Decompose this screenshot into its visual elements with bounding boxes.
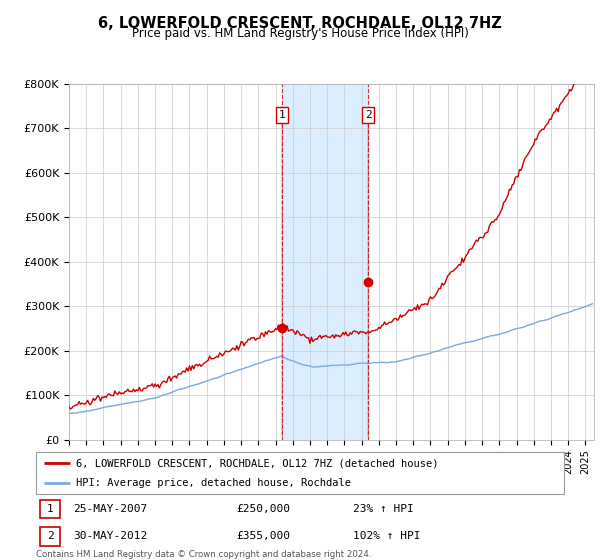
Text: 2: 2 <box>47 531 53 541</box>
Text: HPI: Average price, detached house, Rochdale: HPI: Average price, detached house, Roch… <box>76 478 350 488</box>
Text: 6, LOWERFOLD CRESCENT, ROCHDALE, OL12 7HZ (detached house): 6, LOWERFOLD CRESCENT, ROCHDALE, OL12 7H… <box>76 458 438 468</box>
Bar <box>40 527 60 545</box>
Bar <box>40 500 60 519</box>
Text: 1: 1 <box>279 110 286 120</box>
Text: 30-MAY-2012: 30-MAY-2012 <box>73 531 147 541</box>
Text: 6, LOWERFOLD CRESCENT, ROCHDALE, OL12 7HZ: 6, LOWERFOLD CRESCENT, ROCHDALE, OL12 7H… <box>98 16 502 31</box>
Text: 102% ↑ HPI: 102% ↑ HPI <box>353 531 420 541</box>
Text: Price paid vs. HM Land Registry's House Price Index (HPI): Price paid vs. HM Land Registry's House … <box>131 27 469 40</box>
Text: £355,000: £355,000 <box>236 531 290 541</box>
Text: £250,000: £250,000 <box>236 504 290 514</box>
Text: 23% ↑ HPI: 23% ↑ HPI <box>353 504 413 514</box>
Text: 2: 2 <box>365 110 371 120</box>
Text: Contains HM Land Registry data © Crown copyright and database right 2024.
This d: Contains HM Land Registry data © Crown c… <box>36 550 371 560</box>
Bar <box>282 84 368 440</box>
Text: 1: 1 <box>47 504 53 514</box>
Text: 25-MAY-2007: 25-MAY-2007 <box>73 504 147 514</box>
